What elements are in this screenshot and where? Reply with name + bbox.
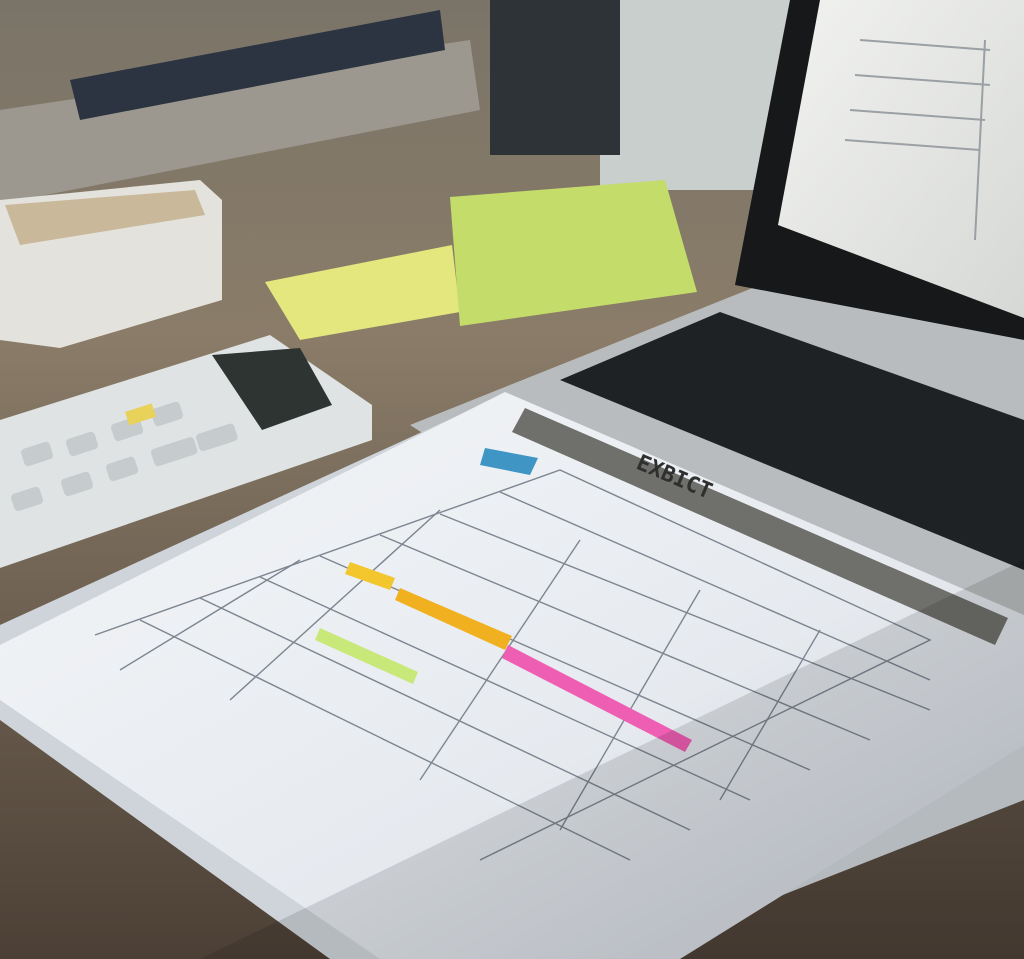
paper-header-band <box>512 408 1008 645</box>
laptop-keyboard <box>560 312 1024 570</box>
monitor-stand <box>490 0 620 155</box>
calculator-display <box>212 348 332 430</box>
dark-book <box>70 10 445 120</box>
calculator-yellow-key <box>124 403 156 426</box>
highlight-green <box>315 628 418 684</box>
highlight-pink <box>502 645 692 752</box>
screen-table-lines <box>844 39 991 241</box>
highlight-orange <box>395 588 512 650</box>
sticky-note-green <box>450 180 697 326</box>
book-stack <box>0 40 480 200</box>
highlight-yellow <box>345 562 395 590</box>
shadow <box>200 560 1024 959</box>
laptop-screen-spreadsheet <box>778 0 1024 318</box>
calculator-keys <box>11 401 238 512</box>
blue-tab <box>480 448 538 475</box>
sticky-note-yellow <box>265 245 460 340</box>
paper-table-grid <box>94 469 932 861</box>
storage-box-inside <box>5 190 205 245</box>
